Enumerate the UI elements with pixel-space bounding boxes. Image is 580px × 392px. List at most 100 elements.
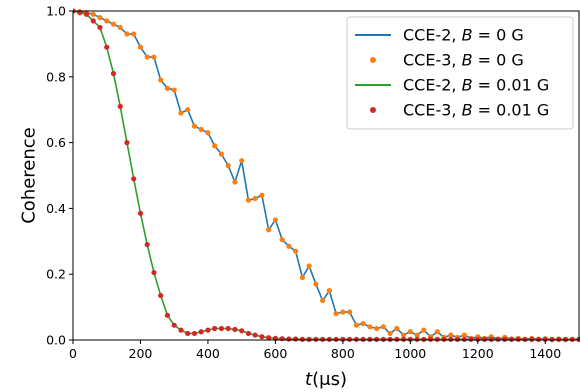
- series-point-3-6: [110, 70, 117, 77]
- series-point-1-35: [306, 263, 312, 269]
- series-point-3-34: [299, 336, 305, 342]
- series-point-3-26: [245, 330, 252, 337]
- legend-entry: CCE-3, B = 0 G: [370, 51, 524, 70]
- legend-entry: CCE-3, B = 0.01 G: [370, 101, 549, 120]
- series-point-1-23: [225, 163, 231, 169]
- series-point-3-24: [232, 326, 238, 333]
- series-point-1-9: [131, 31, 137, 37]
- plot-frame: [72, 10, 580, 341]
- legend-label: CCE-3, B = 0.01 G: [403, 101, 549, 120]
- legend-marker-swatch: [370, 57, 376, 63]
- series-point-3-48: [394, 336, 400, 342]
- legend-label: CCE-3, B = 0 G: [403, 51, 524, 70]
- series-point-3-17: [185, 330, 191, 337]
- series-point-1-16: [178, 110, 184, 116]
- series-point-3-57: [454, 336, 461, 342]
- series-point-1-45: [374, 325, 380, 332]
- series-point-3-67: [522, 336, 528, 342]
- series-point-3-14: [164, 312, 171, 318]
- series-point-1-48: [394, 325, 400, 332]
- series-point-3-3: [90, 18, 96, 24]
- series-point-1-12: [151, 54, 157, 60]
- series-point-1-58: [461, 332, 467, 338]
- series-point-3-43: [360, 336, 366, 342]
- series-point-1-11: [144, 54, 150, 60]
- series-point-1-51: [414, 332, 420, 338]
- series-point-3-7: [117, 103, 123, 110]
- series-point-1-34: [299, 274, 305, 281]
- x-tick-label: 1000: [394, 346, 426, 361]
- series-point-1-21: [212, 143, 218, 149]
- series-point-3-52: [421, 336, 427, 342]
- series-point-1-50: [407, 329, 413, 335]
- series-point-3-44: [367, 336, 373, 342]
- series-point-3-10: [137, 210, 144, 216]
- series-point-3-74: [569, 336, 575, 342]
- series-point-3-72: [556, 336, 562, 342]
- series-point-3-58: [461, 336, 467, 342]
- y-tick-label: 0.0: [46, 333, 66, 348]
- series-point-1-8: [124, 31, 130, 37]
- series-point-3-19: [198, 329, 204, 335]
- y-tick-label: 0.4: [46, 201, 66, 216]
- legend-entry: CCE-2, B = 0 G: [355, 26, 524, 45]
- series-point-1-44: [367, 324, 373, 330]
- series-point-3-2: [83, 11, 90, 17]
- series-point-3-5: [104, 44, 110, 50]
- series-point-3-42: [353, 336, 359, 342]
- series-point-3-59: [468, 336, 474, 342]
- series-point-1-42: [353, 322, 359, 328]
- x-axis-label: t(μs): [305, 369, 347, 390]
- series-point-1-52: [421, 327, 427, 333]
- series-point-3-9: [131, 176, 137, 182]
- series-point-3-39: [333, 336, 339, 342]
- series-point-3-12: [151, 269, 157, 276]
- series-point-3-53: [427, 336, 434, 342]
- series-point-1-6: [110, 21, 117, 27]
- x-tick-label: 1200: [462, 346, 494, 361]
- series-point-3-23: [225, 325, 231, 332]
- series-point-1-26: [245, 197, 252, 203]
- series-point-1-22: [218, 151, 225, 157]
- series-point-3-63: [495, 336, 501, 342]
- series-point-3-47: [387, 336, 393, 342]
- series-point-3-21: [212, 325, 218, 332]
- series-point-3-69: [535, 336, 542, 342]
- series-point-1-17: [185, 107, 191, 113]
- y-tick-label: 0.6: [46, 135, 66, 150]
- series-point-3-35: [306, 336, 312, 342]
- series-point-3-37: [320, 336, 326, 342]
- series-line-0: [73, 10, 580, 341]
- y-tick-label: 0.2: [46, 267, 66, 282]
- x-tick-label: 1400: [529, 346, 561, 361]
- series-point-3-25: [239, 328, 245, 334]
- series-point-3-50: [407, 336, 413, 342]
- series-point-1-30: [272, 217, 278, 223]
- series-point-1-46: [380, 324, 386, 330]
- series-point-3-62: [488, 336, 494, 342]
- legend-box: [346, 16, 574, 130]
- series-point-1-3: [90, 11, 96, 17]
- series-point-1-43: [360, 320, 366, 327]
- series-point-3-4: [97, 24, 103, 31]
- series-point-3-36: [313, 336, 319, 342]
- series-point-3-40: [340, 336, 346, 342]
- series-point-1-33: [293, 248, 299, 254]
- series-point-3-73: [562, 336, 569, 342]
- series-point-1-20: [205, 130, 211, 136]
- series-point-1-10: [137, 44, 144, 50]
- series-point-1-38: [326, 288, 332, 294]
- series-point-3-71: [549, 336, 555, 342]
- series-point-3-28: [259, 334, 265, 340]
- series-point-1-5: [104, 18, 110, 24]
- series-point-1-13: [158, 77, 164, 83]
- series-point-1-36: [313, 281, 319, 287]
- series-point-3-15: [171, 322, 177, 328]
- series-point-3-61: [481, 336, 488, 342]
- x-tick-label: 600: [263, 346, 287, 361]
- series-point-1-37: [320, 297, 326, 304]
- legend-label: CCE-2, B = 0.01 G: [403, 76, 549, 95]
- series-point-3-46: [380, 336, 386, 342]
- y-tick-label: 1.0: [46, 4, 66, 19]
- x-tick-label: 200: [129, 346, 153, 361]
